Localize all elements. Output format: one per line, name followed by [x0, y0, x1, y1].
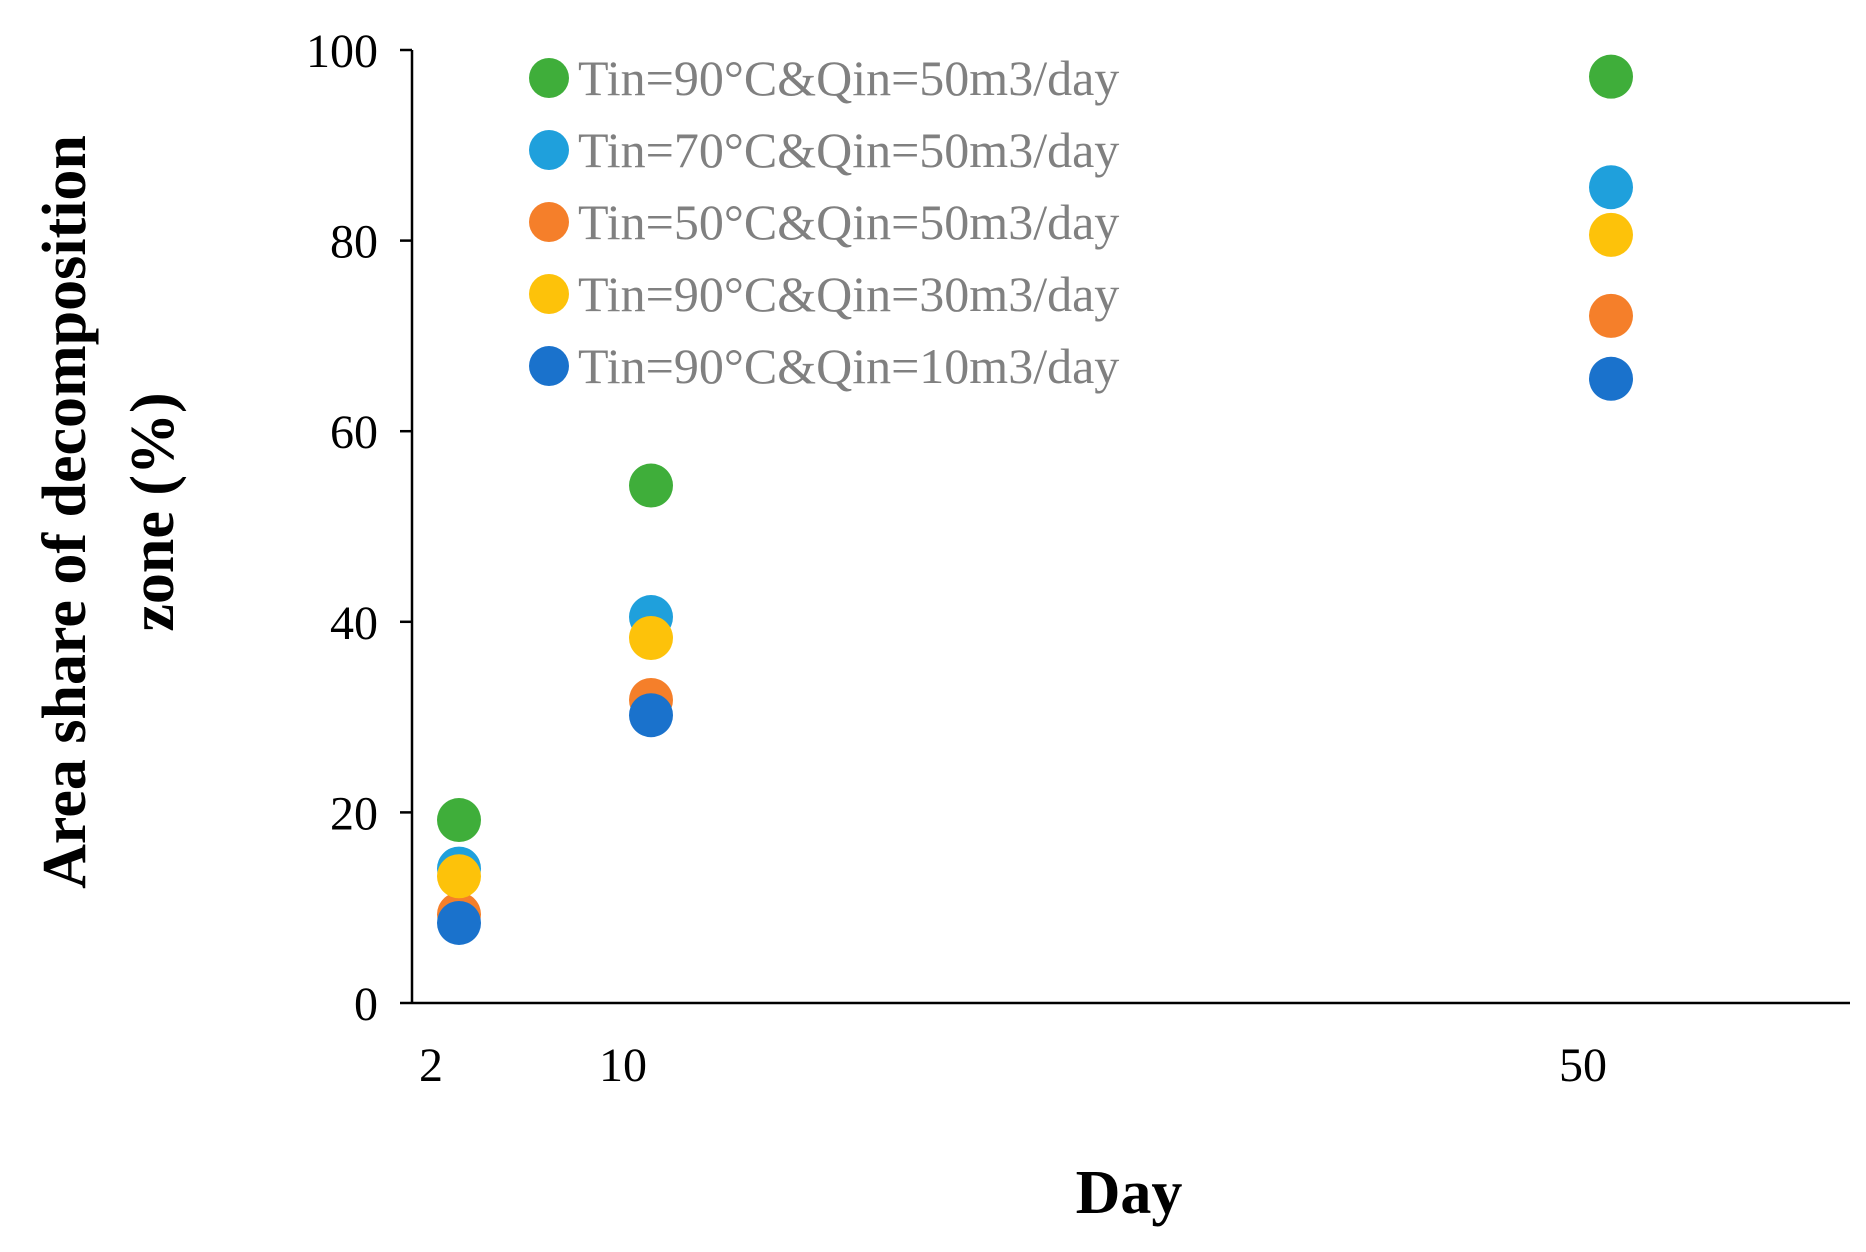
- legend-marker: [529, 274, 569, 314]
- legend-marker: [529, 202, 569, 242]
- legend-marker: [529, 130, 569, 170]
- data-point: [437, 798, 481, 843]
- data-point: [1589, 212, 1633, 257]
- legend-marker: [529, 58, 569, 98]
- y-axis-title-line-1: Area share of decomposition: [31, 135, 99, 889]
- x-tick-label: 10: [599, 1039, 647, 1092]
- legend-label: Tin=70°C&Qin=50m3/day: [578, 122, 1119, 178]
- x-ticks: 2 10 50: [419, 1039, 1607, 1092]
- legend-marker: [529, 346, 569, 386]
- y-axis-title-line-2: zone (%): [119, 392, 187, 631]
- data-point: [629, 693, 673, 738]
- x-tick-label: 2: [419, 1039, 443, 1092]
- legend-label: Tin=50°C&Qin=50m3/day: [578, 194, 1119, 250]
- data-point: [1589, 54, 1633, 99]
- y-axis-title: Area share of decomposition zone (%): [31, 135, 187, 889]
- data-point: [1589, 165, 1633, 210]
- y-ticks: 0 20 40 60 80 100: [306, 25, 412, 1031]
- y-tick-label: 40: [330, 597, 378, 650]
- y-tick-label: 0: [354, 978, 378, 1031]
- data-point: [629, 616, 673, 661]
- data-point: [629, 463, 673, 508]
- data-points: [437, 54, 1633, 945]
- legend-label: Tin=90°C&Qin=10m3/day: [578, 338, 1119, 394]
- data-point: [1589, 356, 1633, 401]
- legend-label: Tin=90°C&Qin=30m3/day: [578, 266, 1119, 322]
- y-tick-label: 100: [306, 25, 378, 78]
- data-point: [1589, 293, 1633, 338]
- x-axis-title: Day: [1076, 1159, 1183, 1227]
- y-tick-label: 80: [330, 216, 378, 269]
- y-tick-label: 60: [330, 406, 378, 459]
- data-point: [437, 854, 481, 899]
- x-tick-label: 50: [1559, 1039, 1607, 1092]
- legend: Tin=90°C&Qin=50m3/day Tin=70°C&Qin=50m3/d…: [529, 50, 1119, 394]
- axes-group: [410, 50, 1850, 1005]
- legend-label: Tin=90°C&Qin=50m3/day: [578, 50, 1119, 106]
- data-point: [437, 900, 481, 945]
- y-tick-label: 20: [330, 787, 378, 840]
